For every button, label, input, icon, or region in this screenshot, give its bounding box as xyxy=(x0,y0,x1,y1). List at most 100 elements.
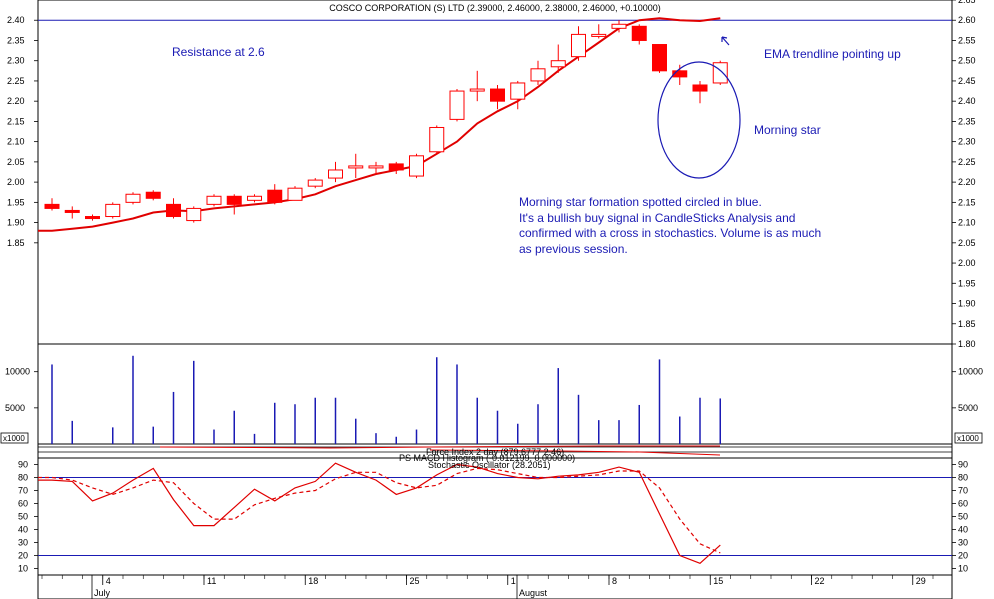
candle xyxy=(368,161,384,175)
candle xyxy=(307,178,323,189)
volume-right-tick-label: 5000 xyxy=(958,403,978,413)
stochastic-left-tick-label: 60 xyxy=(18,499,28,509)
price-left-tick-label: 1.85 xyxy=(7,238,25,248)
candle xyxy=(591,24,607,39)
morning-star-annotation: Morning star xyxy=(754,123,821,137)
candle-body-down xyxy=(672,70,688,78)
stochastic-left-tick-label: 30 xyxy=(18,538,28,548)
date-tick-label: 22 xyxy=(815,576,825,586)
price-right-tick-label: 2.00 xyxy=(958,258,976,268)
candle xyxy=(44,198,60,211)
candle-body-down xyxy=(652,44,667,72)
price-layer xyxy=(38,17,952,232)
price-left-tick-label: 2.20 xyxy=(7,96,25,106)
morning-star-circle xyxy=(657,61,741,179)
date-tick-label: 1 xyxy=(511,576,516,586)
candle-body-up xyxy=(712,62,728,84)
candle xyxy=(328,161,343,183)
stochastic-layer xyxy=(38,462,952,564)
resistance-annotation: Resistance at 2.6 xyxy=(172,45,265,59)
stochastic-right-tick-label: 20 xyxy=(958,551,968,561)
candle-body-up xyxy=(449,90,465,120)
stochastic-left-tick-label: 80 xyxy=(18,473,28,483)
stochastic-right-tick-label: 50 xyxy=(958,512,968,522)
candle xyxy=(247,194,262,203)
candle xyxy=(186,206,202,223)
candle-body-down xyxy=(166,203,181,218)
candle-body-up xyxy=(591,33,607,37)
candle xyxy=(672,64,688,85)
price-right-tick-label: 2.40 xyxy=(958,96,976,106)
candle xyxy=(105,202,121,219)
candle xyxy=(712,60,728,85)
volume-left-tick-label: 5000 xyxy=(5,403,25,413)
candle xyxy=(64,206,80,219)
date-tick-label: 29 xyxy=(916,576,926,586)
volume-unit-label-right: x1000 xyxy=(957,434,979,443)
date-tick-label: 18 xyxy=(308,576,318,586)
stochastic-left-tick-label: 20 xyxy=(18,551,28,561)
candle-body-down xyxy=(145,191,161,199)
candle-body-down xyxy=(85,216,100,220)
candle-body-down xyxy=(44,203,60,209)
price-right-tick-label: 2.55 xyxy=(958,35,976,45)
axis-layer: 1.80 1.85 1.90 1.95 2.00 2.05 2.10 2.15 2.20 2.25… xyxy=(5,0,983,599)
stochastic-left-tick-label: 70 xyxy=(18,486,28,496)
candle xyxy=(611,20,627,33)
candle-body-up xyxy=(105,203,121,218)
date-tick-label: 8 xyxy=(612,576,617,586)
candle xyxy=(287,186,303,201)
price-left-tick-label: 2.40 xyxy=(7,15,25,25)
stochastic-right-tick-label: 80 xyxy=(958,473,968,483)
candle-body-down xyxy=(64,209,80,213)
candle-body-up xyxy=(571,33,586,58)
price-left-tick-label: 2.35 xyxy=(7,35,25,45)
date-tick-label: 11 xyxy=(207,576,216,586)
candle-body-up xyxy=(429,126,445,153)
candle xyxy=(449,89,465,122)
candle xyxy=(348,153,364,179)
paragraph-line-2: It's a bullish buy signal in CandleStick… xyxy=(519,211,795,225)
stochastic-right-tick-label: 70 xyxy=(958,486,968,496)
candle xyxy=(631,24,647,45)
candle xyxy=(226,194,242,215)
price-right-tick-label: 2.50 xyxy=(958,56,976,66)
price-right-tick-label: 2.05 xyxy=(958,238,976,248)
candle xyxy=(388,161,404,175)
volume-left-tick-label: 10000 xyxy=(5,367,30,377)
candle-body-up xyxy=(328,169,343,179)
candle xyxy=(206,194,222,207)
stochastic-left-tick-label: 40 xyxy=(18,525,28,535)
candle xyxy=(652,44,667,73)
candle-body-up xyxy=(530,68,546,82)
candle-body-up xyxy=(550,60,566,68)
macd-label: PS MACD Histogram (-0.012199, 0.000000) xyxy=(399,453,575,463)
price-right-tick-label: 2.60 xyxy=(958,15,976,25)
candle-body-down xyxy=(692,84,708,92)
price-left-tick-label: 2.00 xyxy=(7,177,25,187)
candle-body-up xyxy=(469,88,485,92)
candle-body-up xyxy=(186,207,202,222)
candle-body-up xyxy=(368,165,384,169)
stochastic-d-line xyxy=(38,467,721,554)
price-right-tick-label: 2.30 xyxy=(958,137,976,147)
date-tick-label: 25 xyxy=(410,576,420,586)
price-left-tick-label: 1.90 xyxy=(7,218,25,228)
candle-body-up xyxy=(510,82,526,100)
candle xyxy=(125,192,141,205)
chart-title: COSCO CORPORATION (S) LTD (2.39000, 2.46… xyxy=(329,3,661,13)
stochastic-k-line xyxy=(38,462,721,564)
candle xyxy=(85,214,100,221)
candle xyxy=(692,80,708,104)
candle xyxy=(145,190,161,201)
price-right-tick-label: 1.90 xyxy=(958,299,976,309)
candle-body-up xyxy=(125,193,141,203)
candle xyxy=(530,60,546,85)
price-right-tick-label: 2.65 xyxy=(958,0,976,5)
stochastic-right-tick-label: 60 xyxy=(958,499,968,509)
candle-body-up xyxy=(287,187,303,201)
candle-body-up xyxy=(206,195,222,205)
date-axis-frame xyxy=(37,574,953,599)
stochastic-left-tick-label: 90 xyxy=(18,460,28,470)
